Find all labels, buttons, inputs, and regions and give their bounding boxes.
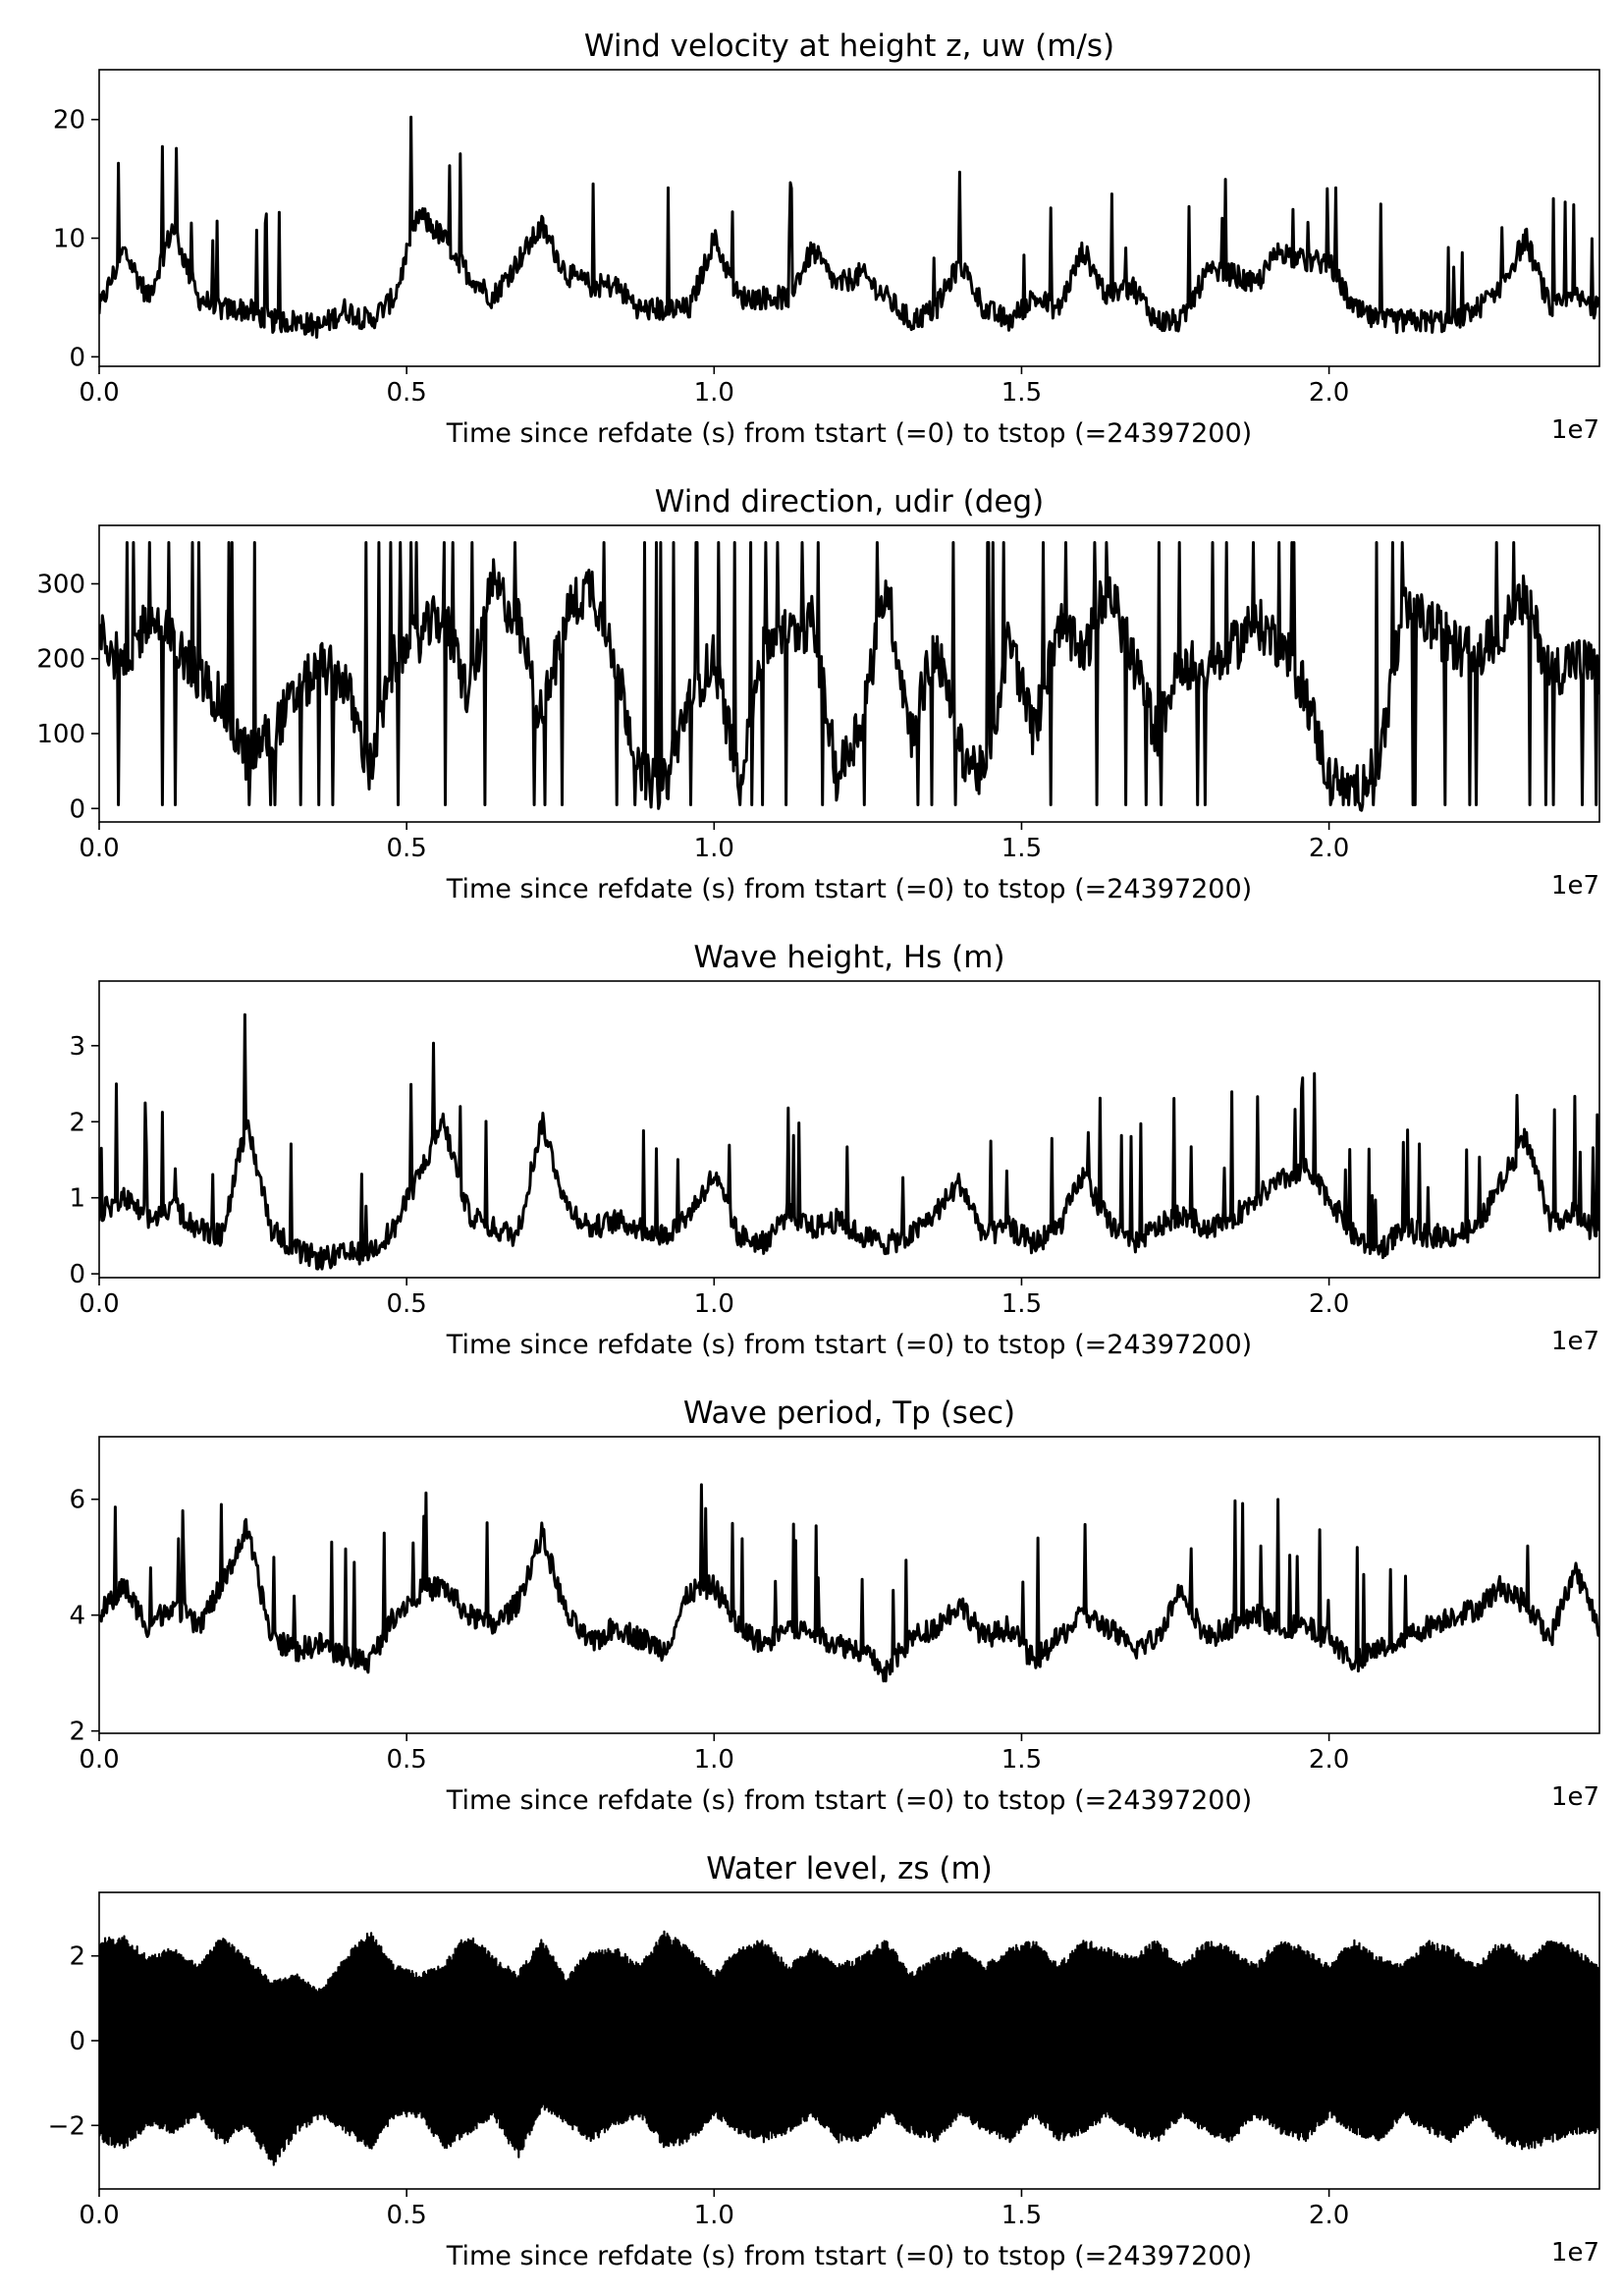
plot-frame <box>98 980 1600 1279</box>
y-tick-label: 100 <box>36 720 85 749</box>
y-tick-label: 0 <box>69 343 85 372</box>
chart-title: Water level, zs (m) <box>706 1851 993 1886</box>
y-tick-label: 0 <box>69 794 85 824</box>
x-tick-label: 1.0 <box>694 378 734 408</box>
x-tick-label: 1.5 <box>1001 2201 1042 2230</box>
x-tick-label: 2.0 <box>1309 1289 1349 1319</box>
series-line-path <box>99 1483 1599 1683</box>
x-tick-label: 1.5 <box>1001 834 1042 863</box>
x-tick-label: 1.5 <box>1001 378 1042 408</box>
series-line <box>99 541 1599 812</box>
x-tick-label: 0.5 <box>386 2201 426 2230</box>
x-tick-label: 2.0 <box>1309 2201 1349 2230</box>
subplot-1: Wind velocity at height z, uw (m/s) 0.0 0.… <box>53 28 1600 449</box>
y-tick-label: 1 <box>69 1184 85 1214</box>
x-tick-label: 2.0 <box>1309 378 1349 408</box>
x-tick-label: 1.5 <box>1001 1289 1042 1319</box>
chart-title: Wind direction, udir (deg) <box>655 484 1044 519</box>
x-offset-label: 1e7 <box>1551 1327 1599 1356</box>
y-tick-label: 6 <box>69 1486 85 1515</box>
x-tick-label: 0.5 <box>386 834 426 863</box>
series-line <box>99 1483 1599 1683</box>
chart-title: Wave period, Tp (sec) <box>683 1395 1015 1431</box>
y-tick-label: 20 <box>53 106 85 136</box>
series-line-path <box>99 1012 1599 1271</box>
x-tick-label: 1.0 <box>694 1289 734 1319</box>
x-tick-label: 2.0 <box>1309 834 1349 863</box>
series-line-path <box>99 1930 1599 2166</box>
chart-title: Wave height, Hs (m) <box>693 940 1004 975</box>
series-line <box>99 115 1599 339</box>
x-tick-label: 0.5 <box>386 1289 426 1319</box>
plot-frame <box>98 69 1600 367</box>
x-tick-label: 1.0 <box>694 834 734 863</box>
x-tick-label: 2.0 <box>1309 1745 1349 1775</box>
y-tick-label: 2 <box>69 1108 85 1137</box>
y-tick-label: 10 <box>53 225 85 254</box>
subplot-5: Water level, zs (m) 0.0 0.5 1.0 1.5 2.0 −2 0 2 Ti… <box>48 1851 1600 2271</box>
subplot-3: Wave height, Hs (m) 0.0 0.5 1.0 1.5 2.0 0 1 2 3 Ti… <box>69 940 1600 1360</box>
x-axis-label: Time since refdate (s) from tstart (=0) … <box>446 1785 1252 1816</box>
y-tick-label: 4 <box>69 1602 85 1631</box>
x-tick-label: 0.0 <box>79 1745 119 1775</box>
chart-title: Wind velocity at height z, uw (m/s) <box>584 28 1114 64</box>
y-tick-label: 0 <box>69 1260 85 1289</box>
y-tick-label: 300 <box>36 570 85 599</box>
x-axis-label: Time since refdate (s) from tstart (=0) … <box>446 418 1252 449</box>
subplot-4: Wave period, Tp (sec) 0.0 0.5 1.0 1.5 2.0 2 4 6 T… <box>69 1395 1600 1816</box>
plot-frame <box>98 524 1600 823</box>
x-tick-label: 1.0 <box>694 1745 734 1775</box>
y-tick-label: 2 <box>69 1718 85 1747</box>
x-axis-label: Time since refdate (s) from tstart (=0) … <box>446 1330 1252 1360</box>
y-tick-label: 0 <box>69 2027 85 2056</box>
y-tick-label: 3 <box>69 1032 85 1062</box>
x-tick-label: 0.0 <box>79 834 119 863</box>
series-line-path <box>99 541 1599 812</box>
x-axis-label: Time since refdate (s) from tstart (=0) … <box>446 874 1252 904</box>
x-tick-label: 0.0 <box>79 2201 119 2230</box>
x-tick-label: 0.5 <box>386 378 426 408</box>
x-tick-label: 0.5 <box>386 1745 426 1775</box>
x-offset-label: 1e7 <box>1551 415 1599 445</box>
series-line <box>99 1012 1599 1271</box>
x-offset-label: 1e7 <box>1551 871 1599 901</box>
y-tick-label: 200 <box>36 645 85 675</box>
y-tick-label: 2 <box>69 1942 85 1972</box>
x-offset-label: 1e7 <box>1551 2238 1599 2268</box>
x-tick-label: 1.0 <box>694 2201 734 2230</box>
subplot-2: Wind direction, udir (deg) 0.0 0.5 1.0 1.5 2.… <box>36 484 1600 904</box>
x-offset-label: 1e7 <box>1551 1782 1599 1812</box>
x-tick-label: 1.5 <box>1001 1745 1042 1775</box>
x-tick-label: 0.0 <box>79 1289 119 1319</box>
x-axis-label: Time since refdate (s) from tstart (=0) … <box>446 2241 1252 2271</box>
x-tick-label: 0.0 <box>79 378 119 408</box>
series-line <box>99 1930 1599 2166</box>
plot-frame <box>98 1436 1600 1734</box>
y-tick-label: −2 <box>48 2111 85 2141</box>
series-line-path <box>99 115 1599 339</box>
